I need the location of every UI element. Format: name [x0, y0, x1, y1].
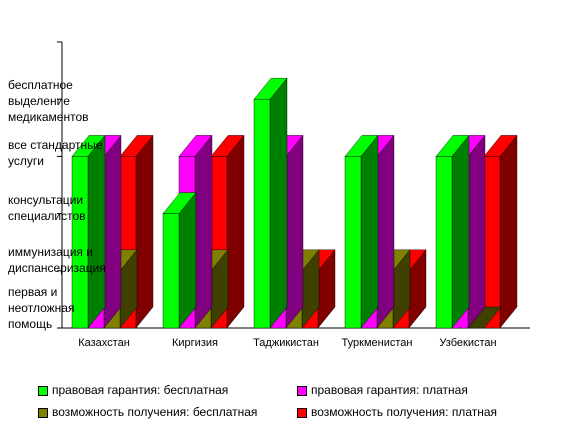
bar-side — [467, 134, 486, 329]
x-tick-label: Киргизия — [172, 337, 218, 349]
legend-swatch — [38, 386, 48, 396]
bar-side — [285, 134, 304, 329]
bar-side — [194, 134, 213, 329]
y-level-label: все стандартные услуги — [8, 138, 103, 168]
legend-swatch — [38, 408, 48, 418]
y-level-label: иммунизация и диспансеризация — [8, 245, 106, 275]
bar-side — [376, 134, 395, 329]
legend-swatch — [297, 386, 307, 396]
y-level-label: консультации специалистов — [8, 193, 86, 223]
x-tick-labels: Казахстан Киргизия Таджикистан Туркменистан… — [78, 337, 496, 349]
bar-front — [253, 98, 271, 329]
x-tick-label: Узбекистан — [439, 337, 496, 349]
y-level-label: первая и неотложная помощь — [8, 285, 75, 331]
bar — [253, 77, 288, 329]
bars-layer — [71, 77, 518, 329]
x-tick-label: Казахстан — [78, 337, 130, 349]
bar — [435, 134, 470, 329]
bar-front — [435, 156, 453, 329]
bar-side — [360, 134, 379, 329]
bar-front — [344, 156, 362, 329]
legend-swatch — [297, 408, 307, 418]
x-tick-label: Туркменистан — [342, 337, 413, 349]
bar-side — [499, 134, 518, 329]
bar-front — [483, 156, 501, 329]
bar-side — [269, 77, 288, 329]
bar — [71, 134, 106, 329]
legend-label: возможность получения: бесплатная — [52, 405, 258, 419]
bar — [344, 134, 379, 329]
bar — [483, 134, 518, 329]
bar — [162, 192, 197, 329]
bar-side — [178, 192, 197, 329]
legend-label: правовая гарантия: бесплатная — [52, 383, 229, 397]
bar-side — [451, 134, 470, 329]
y-level-label: бесплатное выделение медикаментов — [8, 78, 89, 124]
bar-front — [71, 156, 89, 329]
bar-front — [162, 213, 180, 329]
legend-label: правовая гарантия: платная — [311, 383, 468, 397]
bar-side — [135, 134, 154, 329]
legend-label: возможность получения: платная — [311, 405, 498, 419]
bar-side — [226, 134, 245, 329]
x-tick-label: Таджикистан — [253, 337, 319, 349]
